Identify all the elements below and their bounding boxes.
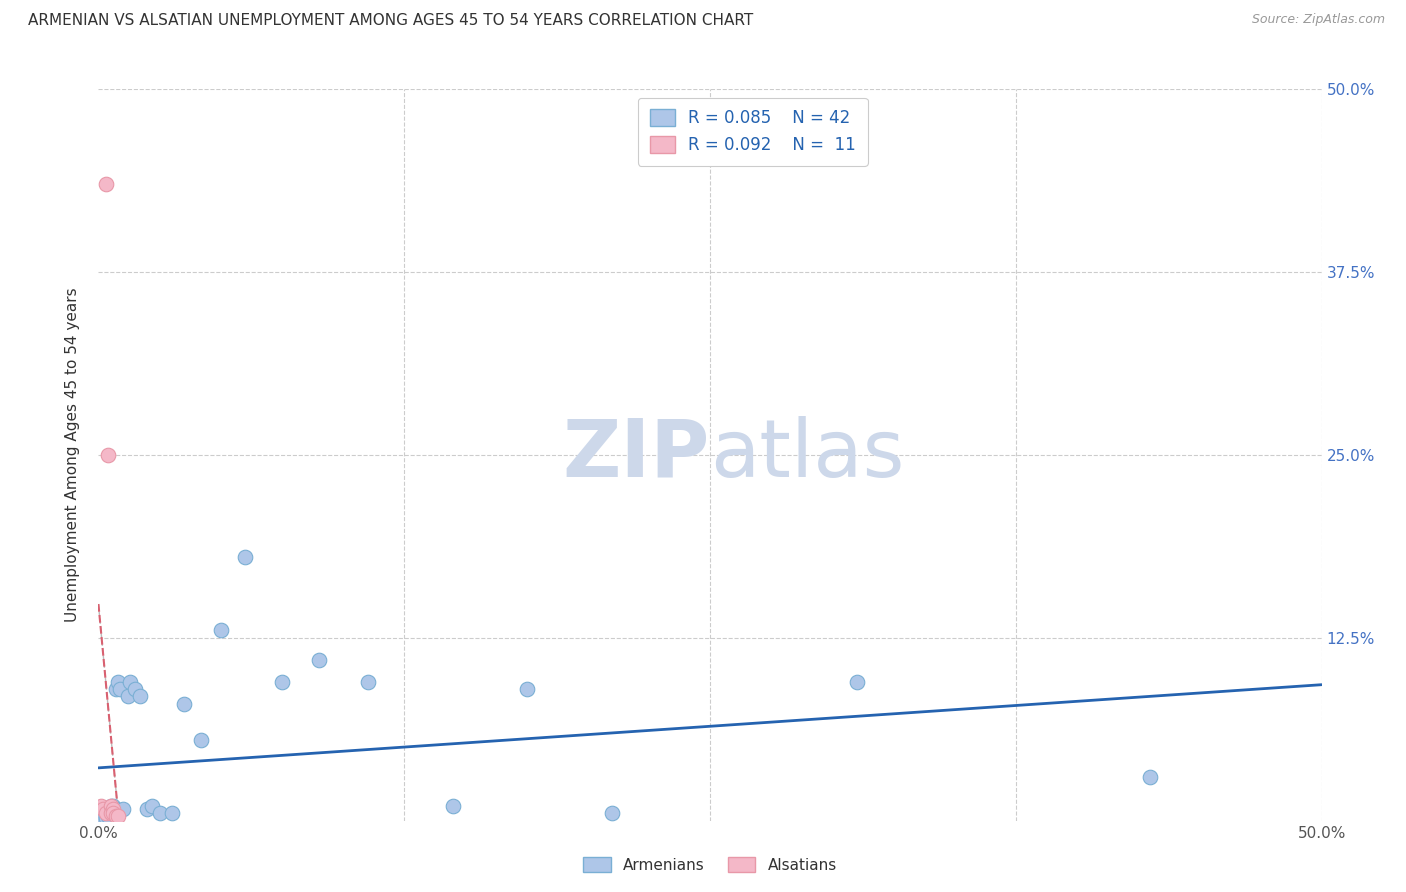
Point — [117, 690, 139, 704]
Point — [104, 809, 127, 823]
Point — [190, 733, 212, 747]
Text: ZIP: ZIP — [562, 416, 710, 494]
Point — [91, 802, 114, 816]
Y-axis label: Unemployment Among Ages 45 to 54 years: Unemployment Among Ages 45 to 54 years — [65, 287, 80, 623]
Point — [97, 809, 120, 823]
Point — [124, 681, 146, 696]
Point — [100, 799, 122, 814]
Point — [97, 804, 120, 818]
Point — [90, 799, 112, 814]
Point — [845, 674, 868, 689]
Point — [356, 674, 378, 689]
Text: Source: ZipAtlas.com: Source: ZipAtlas.com — [1251, 13, 1385, 27]
Point — [91, 809, 114, 823]
Point — [233, 550, 256, 565]
Point — [270, 674, 294, 689]
Point — [107, 674, 129, 689]
Point — [90, 809, 112, 823]
Point — [173, 697, 195, 711]
Point — [209, 624, 232, 638]
Point — [94, 178, 117, 192]
Point — [110, 681, 132, 696]
Point — [107, 809, 129, 823]
Point — [104, 802, 127, 816]
Point — [160, 806, 183, 821]
Point — [94, 806, 117, 821]
Point — [129, 690, 152, 704]
Point — [100, 806, 122, 821]
Point — [101, 806, 124, 821]
Point — [149, 806, 172, 821]
Point — [94, 806, 117, 821]
Point — [100, 806, 122, 821]
Point — [91, 806, 114, 821]
Point — [94, 811, 117, 825]
Point — [101, 802, 124, 816]
Point — [100, 802, 122, 816]
Point — [141, 799, 163, 814]
Point — [1139, 770, 1161, 784]
Point — [91, 811, 114, 825]
Point — [111, 802, 134, 816]
Point — [97, 806, 120, 821]
Text: ARMENIAN VS ALSATIAN UNEMPLOYMENT AMONG AGES 45 TO 54 YEARS CORRELATION CHART: ARMENIAN VS ALSATIAN UNEMPLOYMENT AMONG … — [28, 13, 754, 29]
Text: atlas: atlas — [710, 416, 904, 494]
Point — [441, 799, 464, 814]
Legend: Armenians, Alsatians: Armenians, Alsatians — [578, 851, 842, 879]
Point — [94, 809, 117, 823]
Point — [600, 806, 623, 821]
Point — [94, 802, 117, 816]
Point — [101, 799, 124, 814]
Point — [90, 806, 112, 821]
Point — [136, 802, 159, 816]
Point — [97, 448, 120, 462]
Point — [101, 802, 124, 816]
Point — [104, 681, 127, 696]
Point — [120, 674, 142, 689]
Point — [515, 681, 537, 696]
Point — [100, 799, 122, 814]
Point — [308, 653, 330, 667]
